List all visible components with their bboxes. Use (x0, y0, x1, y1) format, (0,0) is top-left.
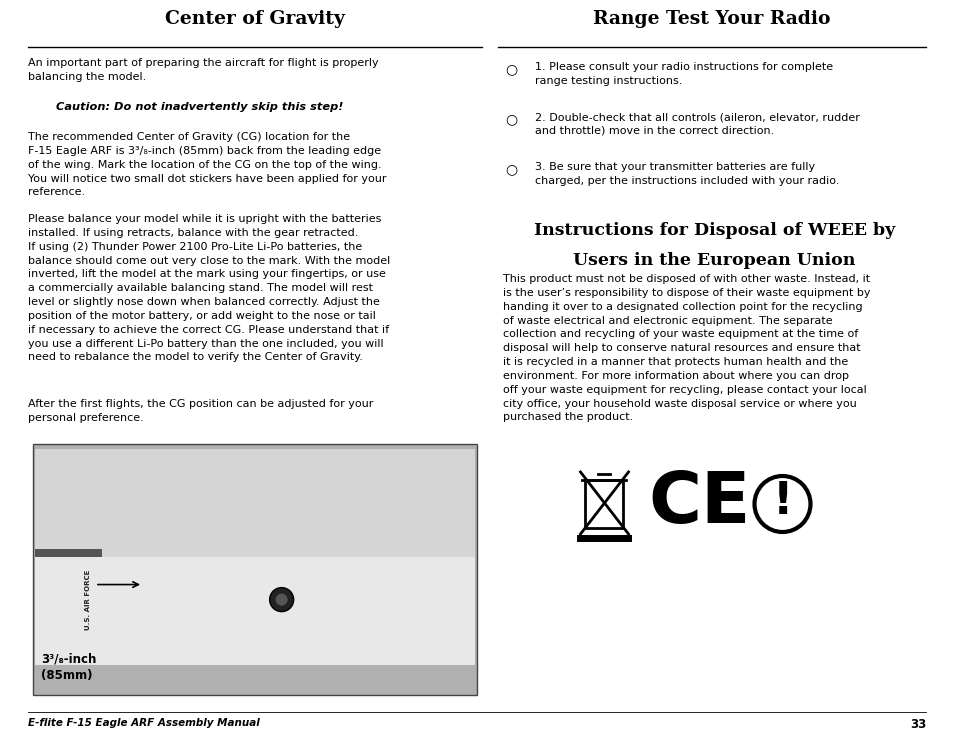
Text: ○: ○ (504, 62, 517, 76)
Bar (585, 480, 623, 528)
Text: !: ! (772, 480, 792, 523)
Bar (35, 557, 475, 665)
Text: CE: CE (648, 469, 750, 539)
Text: Instructions for Disposal of WEEE by: Instructions for Disposal of WEEE by (534, 222, 894, 239)
Text: ○: ○ (504, 162, 517, 176)
Bar (35, 549, 101, 557)
Circle shape (275, 593, 288, 606)
Text: Please balance your model while it is upright with the batteries
installed. If u: Please balance your model while it is up… (28, 214, 390, 362)
Text: Range Test Your Radio: Range Test Your Radio (593, 10, 830, 28)
Text: An important part of preparing the aircraft for flight is properly
balancing the: An important part of preparing the aircr… (28, 58, 378, 82)
Text: Users in the European Union: Users in the European Union (573, 252, 855, 269)
Text: This product must not be disposed of with other waste. Instead, it
is the user’s: This product must not be disposed of wit… (502, 274, 869, 422)
Text: The recommended Center of Gravity (CG) location for the
F-15 Eagle ARF is 3³/₈-i: The recommended Center of Gravity (CG) l… (28, 132, 386, 197)
Text: U.S. AIR FORCE: U.S. AIR FORCE (85, 570, 91, 630)
Text: 3. Be sure that your transmitter batteries are fully
charged, per the instructio: 3. Be sure that your transmitter batteri… (535, 162, 839, 186)
Text: 2. Double-check that all controls (aileron, elevator, rudder
and throttle) move : 2. Double-check that all controls (ailer… (535, 112, 859, 136)
Text: 33: 33 (909, 718, 925, 731)
Text: ○: ○ (504, 112, 517, 126)
Circle shape (270, 587, 294, 612)
Text: Caution: Do not inadvertently skip this step!: Caution: Do not inadvertently skip this … (56, 102, 343, 112)
Text: 1. Please consult your radio instructions for complete
range testing instruction: 1. Please consult your radio instruction… (535, 62, 832, 86)
Text: 3³/₈-inch
(85mm): 3³/₈-inch (85mm) (41, 652, 96, 681)
Text: E-flite F-15 Eagle ARF Assembly Manual: E-flite F-15 Eagle ARF Assembly Manual (28, 718, 259, 728)
Bar (35, 449, 475, 557)
Bar (33, 444, 476, 695)
Text: After the first flights, the CG position can be adjusted for your
personal prefe: After the first flights, the CG position… (28, 399, 373, 423)
Text: Center of Gravity: Center of Gravity (165, 10, 345, 28)
